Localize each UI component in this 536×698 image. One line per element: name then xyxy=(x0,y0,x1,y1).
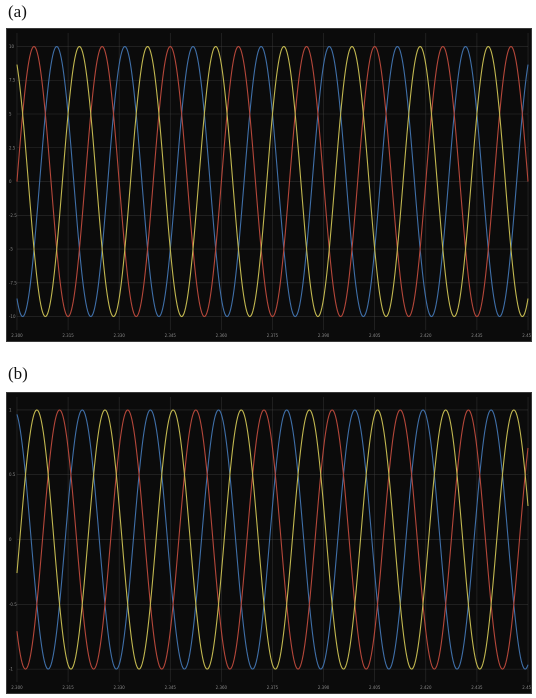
y-tick-label: 0 xyxy=(9,179,12,184)
x-tick-label: 2.420 xyxy=(420,333,432,338)
x-tick-label: 2.345 xyxy=(165,685,177,690)
scope-svg-b: 2.300 2.315 2.330 2.345 2.360 2.375 2.390 2.405… xyxy=(9,396,531,690)
x-tick-label: 2.345 xyxy=(165,333,177,338)
series-line-3 xyxy=(16,45,529,318)
scope-plot-a: 2.300 2.315 2.330 2.345 2.360 2.375 2.390 2.405… xyxy=(6,28,532,342)
y-tick-label: 5 xyxy=(9,111,12,116)
grid-1 xyxy=(16,396,529,683)
scope-svg-a: 2.300 2.315 2.330 2.345 2.360 2.375 2.390 2.405… xyxy=(9,32,531,338)
x-tick-label: 2.375 xyxy=(267,685,279,690)
x-tick-label: 2.450 xyxy=(522,685,531,690)
series-line-2 xyxy=(16,409,529,670)
y-tick-label: -0.5 xyxy=(9,602,17,607)
x-tick-label: 2.300 xyxy=(11,333,23,338)
y-tick-label: -2.5 xyxy=(9,213,17,218)
scope-plot-b: 2.300 2.315 2.330 2.345 2.360 2.375 2.390 2.405… xyxy=(6,392,532,694)
x-tick-label: 2.420 xyxy=(420,685,432,690)
y-tick-label: 0 xyxy=(9,537,12,542)
x-tick-label: 2.450 xyxy=(522,333,531,338)
y-tick-label: 2.5 xyxy=(9,145,16,150)
x-tick-label: 2.435 xyxy=(471,685,483,690)
y-tick-label: 7.5 xyxy=(9,78,16,83)
panel-label-a: (a) xyxy=(8,2,27,21)
series-line-1 xyxy=(16,409,529,670)
x-tick-label: 2.315 xyxy=(62,685,74,690)
y-tick-label: -7.5 xyxy=(9,280,17,285)
x-tick-label: 2.375 xyxy=(267,333,279,338)
x-tick-label: 2.390 xyxy=(318,685,330,690)
x-tick-label: 2.300 xyxy=(11,685,23,690)
x-tick-label: 2.390 xyxy=(318,333,330,338)
y-tick-label: -1 xyxy=(9,667,13,672)
grid-0 xyxy=(16,32,529,331)
y-tick-label: -5 xyxy=(9,247,13,252)
x-tick-label: 2.435 xyxy=(471,333,483,338)
x-tick-label: 2.315 xyxy=(62,333,74,338)
y-tick-label: 10 xyxy=(9,44,15,49)
y-tick-label: -10 xyxy=(9,314,16,319)
x-tick-label: 2.330 xyxy=(113,685,125,690)
y-tick-label: 0.5 xyxy=(9,472,16,477)
series-line-3 xyxy=(16,409,529,670)
x-tick-label: 2.360 xyxy=(216,333,228,338)
x-tick-label: 2.405 xyxy=(369,685,381,690)
x-tick-label: 2.330 xyxy=(113,333,125,338)
series-line-2 xyxy=(16,45,529,318)
panel-label-b: (b) xyxy=(8,364,28,383)
y-tick-label: 1 xyxy=(9,407,12,412)
x-tick-label: 2.360 xyxy=(216,685,228,690)
x-tick-label: 2.405 xyxy=(369,333,381,338)
